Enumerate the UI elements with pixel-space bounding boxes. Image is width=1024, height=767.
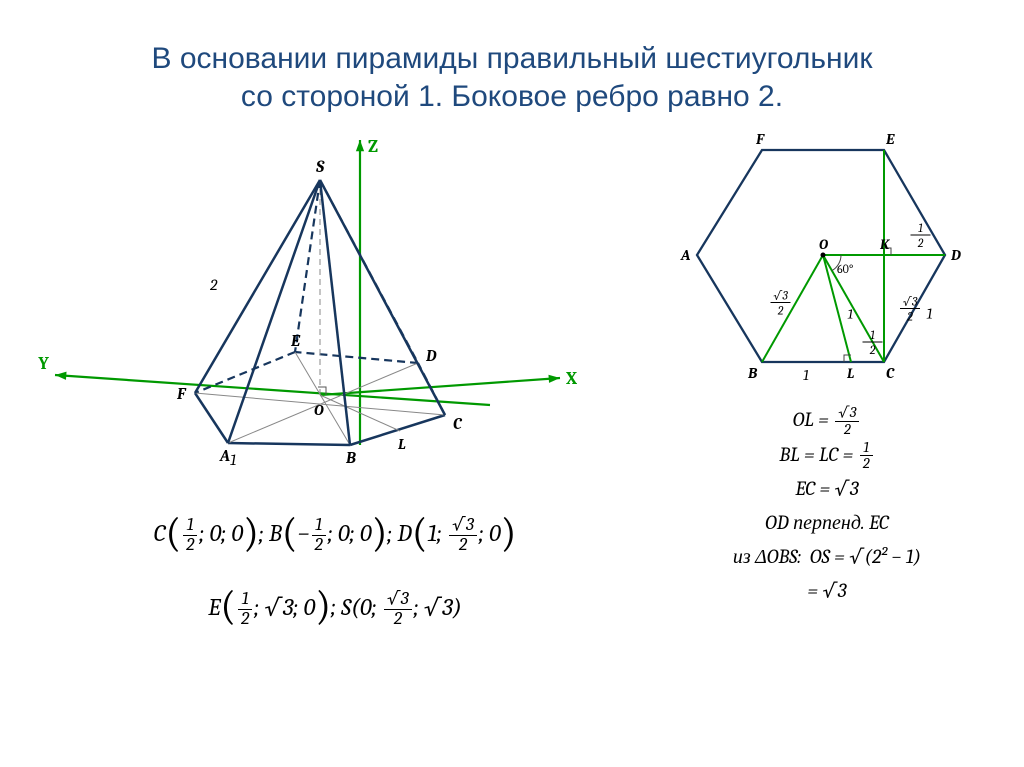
svg-text:2: 2 bbox=[777, 304, 784, 318]
formula-EC: EC = √3 bbox=[733, 472, 921, 506]
svg-text:C: C bbox=[453, 415, 463, 433]
page-title: В основании пирамиды правильный шестиуго… bbox=[0, 0, 1024, 125]
coord-B: B(−12; 0; 0) bbox=[269, 519, 387, 547]
coord-D: D(1; √32; 0) bbox=[398, 519, 517, 547]
svg-text:1: 1 bbox=[803, 366, 809, 384]
title-line1: В основании пирамиды правильный шестиуго… bbox=[152, 42, 873, 75]
formula-OL: OL = √32 bbox=[733, 403, 921, 438]
formula-result: = √3 bbox=[733, 574, 921, 608]
svg-text:E: E bbox=[885, 130, 895, 148]
svg-text:√3: √3 bbox=[773, 289, 788, 303]
coord-S: S(0; √32; √3) bbox=[341, 593, 462, 621]
left-column: X Y Z S A B C D E F O L 2 1 C(12; 0; 0); B(−12; 0; 0)… bbox=[30, 125, 640, 646]
svg-text:60°: 60° bbox=[837, 262, 853, 276]
svg-text:F: F bbox=[755, 130, 765, 148]
svg-text:D: D bbox=[950, 246, 961, 264]
svg-text:1: 1 bbox=[848, 306, 854, 323]
coord-line1: C(12; 0; 0); B(−12; 0; 0); D(1; √32; 0) bbox=[30, 499, 640, 572]
length-formulas: OL = √32 BL = LC = 12 EC = √3 OD перпенд… bbox=[733, 403, 921, 608]
formula-BLLC: BL = LC = 12 bbox=[733, 438, 921, 473]
svg-text:2: 2 bbox=[869, 343, 876, 357]
coord-C: C(12; 0; 0) bbox=[154, 519, 259, 547]
content-row: XYZSABCDEFOL21 C(12; 0; 0); B(−12; 0; 0)… bbox=[0, 125, 1024, 646]
svg-text:O: O bbox=[819, 236, 828, 253]
svg-text:B: B bbox=[345, 449, 356, 467]
svg-text:Y: Y bbox=[37, 353, 49, 374]
svg-text:A: A bbox=[680, 246, 691, 264]
svg-text:1: 1 bbox=[918, 221, 923, 235]
svg-text:B: B bbox=[747, 364, 758, 382]
svg-text:O: O bbox=[314, 401, 324, 419]
coord-formulas: C(12; 0; 0); B(−12; 0; 0); D(1; √32; 0) … bbox=[30, 499, 640, 646]
svg-text:2: 2 bbox=[209, 276, 218, 294]
svg-text:S: S bbox=[315, 158, 325, 177]
svg-text:K: K bbox=[879, 236, 891, 253]
svg-text:1: 1 bbox=[927, 305, 933, 323]
svg-text:L: L bbox=[397, 435, 406, 453]
coord-E: E(12; √3; 0) bbox=[208, 593, 331, 621]
svg-text:C: C bbox=[886, 364, 895, 382]
svg-text:Z: Z bbox=[368, 136, 378, 157]
svg-text:2: 2 bbox=[917, 236, 924, 250]
svg-text:√3: √3 bbox=[903, 295, 918, 309]
svg-text:1: 1 bbox=[230, 451, 236, 469]
formula-ODperp: OD перпенд. EC bbox=[733, 506, 921, 540]
svg-text:F: F bbox=[176, 385, 187, 403]
title-line2: со стороной 1. Боковое ребро равно 2. bbox=[241, 80, 783, 113]
formula-OBS: из ΔOBS: OS = √(2² − 1) bbox=[733, 540, 921, 574]
svg-text:2: 2 bbox=[906, 310, 913, 324]
right-column: ABCDEFOLK60°111√3212√3212 OL = √32 BL = … bbox=[660, 125, 994, 646]
pyramid-diagram: X Y Z S A B C D E F O L 2 1 bbox=[30, 125, 630, 485]
hexagon-diagram: ABCDEFOLK60°111√3212√3212 bbox=[667, 125, 987, 395]
svg-text:1: 1 bbox=[870, 328, 875, 342]
svg-text:A: A bbox=[219, 447, 230, 465]
svg-text:L: L bbox=[846, 365, 854, 382]
svg-text:X: X bbox=[566, 368, 578, 389]
svg-text:D: D bbox=[425, 347, 437, 365]
coord-line2: E(12; √3; 0); S(0; √32; √3) bbox=[30, 572, 640, 645]
svg-text:E: E bbox=[290, 332, 301, 350]
